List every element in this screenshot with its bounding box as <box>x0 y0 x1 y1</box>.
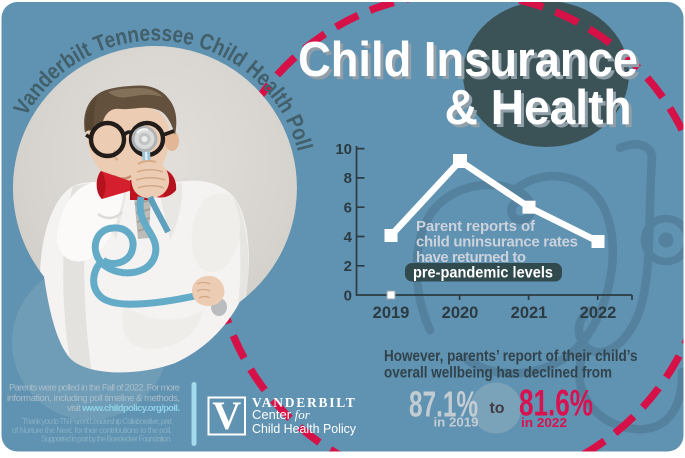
svg-text:87.1%: 87.1% <box>409 384 478 425</box>
svg-text:0: 0 <box>344 287 352 304</box>
svg-text:However, parents’ report of th: However, parents’ report of their child’… <box>384 348 638 365</box>
svg-text:Center for: Center for <box>252 407 311 422</box>
svg-text:in 2022: in 2022 <box>521 415 567 430</box>
svg-text:in 2019: in 2019 <box>434 415 479 430</box>
svg-text:& Health: & Health <box>448 84 635 138</box>
svg-text:2021: 2021 <box>511 304 548 322</box>
svg-text:Parents were polled in the Fal: Parents were polled in the Fall of 2022.… <box>9 382 180 393</box>
svg-text:2: 2 <box>344 258 352 275</box>
svg-text:10: 10 <box>335 141 352 158</box>
svg-text:Child Insurance: Child Insurance <box>301 36 641 90</box>
svg-text:VANDERBILT: VANDERBILT <box>252 395 356 410</box>
svg-text:4: 4 <box>344 229 353 246</box>
svg-text:V: V <box>212 393 241 438</box>
svg-text:Parent reports of: Parent reports of <box>416 218 536 235</box>
svg-text:2020: 2020 <box>442 304 479 322</box>
svg-text:2022: 2022 <box>580 304 617 322</box>
svg-text:81.6%: 81.6% <box>519 382 593 424</box>
svg-text:Thank you to TN Parent Leaders: Thank you to TN Parent Leadership Collab… <box>22 417 173 426</box>
svg-text:visit www.childpolicy.org/poll: visit www.childpolicy.org/poll. <box>67 402 180 413</box>
svg-text:8: 8 <box>344 170 352 187</box>
svg-text:pre-pandemic levels: pre-pandemic levels <box>413 265 553 282</box>
svg-text:6: 6 <box>344 200 352 217</box>
svg-text:to: to <box>489 400 504 417</box>
svg-text:information, including poll ti: information, including poll timeline & m… <box>7 392 180 403</box>
svg-text:overall wellbeing has declined: overall wellbeing has declined from <box>384 365 612 382</box>
svg-text:Child Health Policy: Child Health Policy <box>252 421 356 436</box>
svg-text:child uninsurance rates: child uninsurance rates <box>416 234 578 251</box>
svg-text:2019: 2019 <box>373 304 410 322</box>
svg-text:& Health: & Health <box>445 81 632 135</box>
svg-text:of Nurture the Next, for their: of Nurture the Next, for their contribut… <box>12 426 172 435</box>
svg-text:have returned to: have returned to <box>416 249 526 266</box>
svg-text:Child Insurance: Child Insurance <box>298 33 638 87</box>
svg-text:Supported in part by the Boede: Supported in part by the Boedecker Found… <box>41 435 172 444</box>
